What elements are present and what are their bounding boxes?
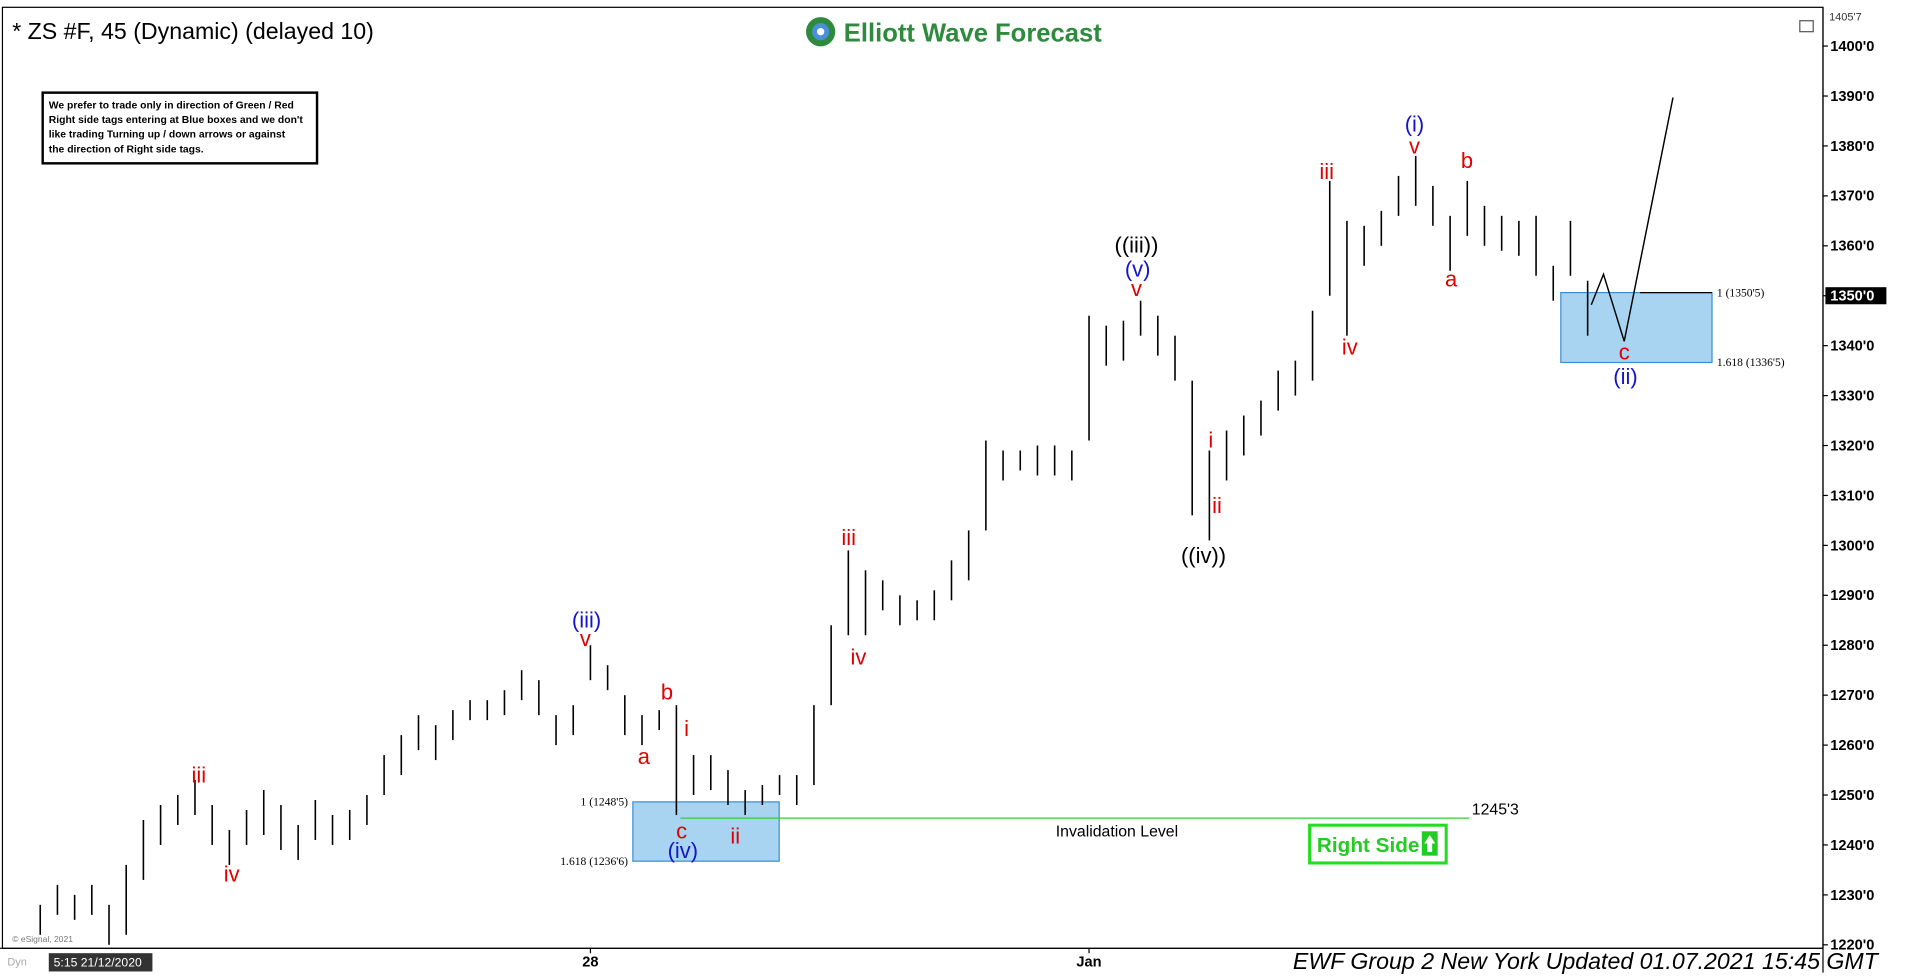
wave-label: a — [638, 744, 651, 769]
wave-label: (i) — [1405, 112, 1425, 137]
wave-label: iii — [841, 525, 856, 550]
price-axis: 1220'0 1230'0 1240'0 1250'0 1260'0 1270'0 1280… — [1822, 11, 1887, 954]
wave-label: v — [1409, 134, 1420, 159]
y-tick-label: 1290'0 — [1830, 588, 1874, 604]
y-tick-label: 1320'0 — [1830, 438, 1874, 454]
right-side-text: Right Side — [1317, 834, 1419, 857]
y-tick-label: 1250'0 — [1830, 788, 1874, 804]
bars — [39, 155, 1589, 945]
wave-label: ((iv)) — [1181, 543, 1226, 568]
logo-icon — [816, 28, 825, 36]
wave-label: iv — [1342, 335, 1358, 360]
fib-level-label: 1.618 (1236'6) — [560, 855, 628, 868]
fib-zone — [1560, 291, 1713, 364]
y-tick-label: 1310'0 — [1830, 488, 1874, 504]
wave-label: c — [676, 819, 687, 844]
cursor-date: 5:15 21/12/2020 — [54, 956, 142, 970]
y-tick-label: 1240'0 — [1830, 838, 1874, 854]
note-box: We prefer to trade only in direction of … — [41, 91, 319, 165]
wave-label: b — [1461, 148, 1473, 173]
wave-label: b — [661, 680, 673, 705]
cursor-date-box — [48, 953, 153, 972]
wave-label: ii — [730, 823, 740, 848]
fib-level-label: 1.618 (1336'5) — [1717, 356, 1785, 369]
corner-label: Dyn — [7, 956, 27, 968]
wave-label: c — [1619, 340, 1630, 365]
wave-label: iii — [1319, 159, 1334, 184]
y-tick-label: 1230'0 — [1830, 888, 1874, 904]
last-price-box — [1825, 287, 1887, 305]
wave-label: ii — [1212, 493, 1222, 518]
wave-label: v — [580, 626, 591, 651]
note-line: the direction of Right side tags. — [49, 144, 204, 155]
y-tick-label: 1360'0 — [1830, 239, 1874, 255]
y-tick-label: 1330'0 — [1830, 388, 1874, 404]
y-tick-label: 1400'0 — [1830, 39, 1874, 55]
wave-label: a — [1445, 266, 1458, 291]
fib-zone — [632, 801, 780, 862]
wave-label: iv — [224, 861, 240, 886]
y-tick-label: 1220'0 — [1830, 938, 1874, 954]
y-tick-label: 1380'0 — [1830, 139, 1874, 155]
wave-label: iv — [851, 644, 867, 669]
logo: Elliott Wave Forecast — [806, 17, 1102, 47]
chart-title: * ZS #F, 45 (Dynamic) (delayed 10) — [12, 18, 374, 44]
wave-label: v — [1131, 276, 1142, 301]
invalidation-value: 1245'3 — [1472, 801, 1519, 818]
y-tick-label: 1390'0 — [1830, 89, 1874, 105]
wave-labels: iii iv (iii) v a b i c (iv) ii iii iv ((… — [191, 112, 1637, 887]
y-tick-label: 1260'0 — [1830, 738, 1874, 754]
note-frame — [41, 91, 319, 165]
wave-label: iii — [191, 763, 206, 788]
y-tick-label: 1270'0 — [1830, 688, 1874, 704]
wave-label: ((iii)) — [1115, 232, 1159, 257]
right-side-tag: Right Side — [1308, 823, 1448, 865]
last-price-label: 1350'0 — [1830, 289, 1874, 305]
wave-label: (iv) — [668, 838, 698, 863]
y-tick-label: 1370'0 — [1830, 189, 1874, 205]
projection-path — [1590, 97, 1674, 342]
wave-label: (iii) — [572, 608, 601, 633]
top-price-label: 1405'7 — [1829, 11, 1862, 23]
wave-label: (v) — [1125, 257, 1151, 282]
window-icon — [1799, 20, 1814, 33]
y-tick-label: 1300'0 — [1830, 538, 1874, 554]
wave-label: (ii) — [1613, 364, 1637, 389]
fib-level-label: 1 (1248'5) — [581, 796, 629, 809]
x-tick-label: 28 — [582, 955, 598, 971]
footer: EWF Group 2 New York Updated 01.07.2021 … — [1293, 948, 1880, 974]
invalidation-text: Invalidation Level — [1056, 823, 1178, 840]
y-tick-label: 1340'0 — [1830, 339, 1874, 355]
up-arrow — [1424, 834, 1436, 853]
wave-label: i — [684, 716, 689, 741]
y-tick-label: 1280'0 — [1830, 638, 1874, 654]
logo-text: Elliott Wave Forecast — [844, 19, 1102, 47]
note-line: Right side tags entering at Blue boxes a… — [49, 115, 304, 126]
copyright: © eSignal, 2021 — [12, 934, 73, 944]
note-line: like trading Turning up / down arrows or… — [49, 130, 286, 141]
x-tick-label: Jan — [1076, 955, 1101, 971]
wave-label: i — [1208, 427, 1213, 452]
zones: 1 (1248'5) 1.618 (1236'6) 1 (1350'5) 1.618 … — [560, 286, 1784, 868]
note-line: We prefer to trade only in direction of … — [49, 100, 294, 111]
fib-level-label: 1 (1350'5) — [1717, 286, 1765, 299]
